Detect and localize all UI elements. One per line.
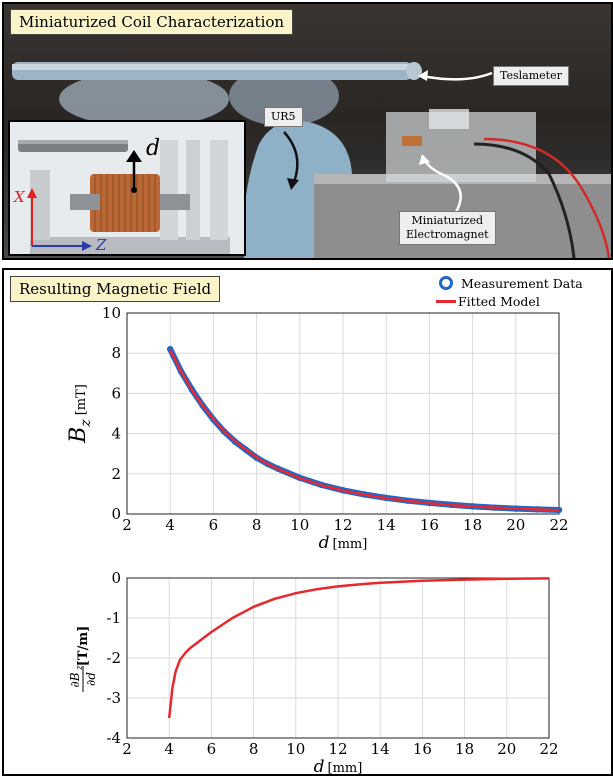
x-tick-label: 6 (209, 516, 219, 534)
x-axis-label-unit: [mm] (333, 537, 368, 552)
x-axis-label-unit: [mm] (328, 761, 363, 774)
photo-title: Miniaturized Coil Characterization (10, 9, 294, 35)
y-tick-label: 10 (102, 304, 121, 322)
x-tick-label: 10 (290, 516, 309, 534)
y-axis-label-sub: z (75, 665, 85, 671)
electromagnet-label: Miniaturized Electromagnet (399, 211, 496, 245)
y-tick-label: -3 (106, 689, 121, 707)
legend-label-fitted: Fitted Model (458, 293, 540, 309)
electromagnet-label-line1: Miniaturized (411, 214, 484, 227)
x-tick-label: 12 (328, 740, 347, 758)
measurement-marker-icon (439, 276, 453, 290)
x-axis-label: d [mm] (319, 533, 368, 553)
y-axis-label: ∂Bz∂d [T/m] (68, 626, 98, 692)
y-axis-label-sub: z (78, 419, 94, 428)
plot-panel: Resulting Magnetic Field Measurement Dat… (2, 268, 613, 776)
x-tick-label: 6 (207, 740, 217, 758)
legend: Measurement Data Fitted Model (436, 274, 612, 310)
plot-frame (126, 312, 560, 515)
fitted-line-icon (436, 299, 456, 303)
measurement-point (210, 416, 217, 423)
y-axis-label-denominator: ∂d (84, 672, 98, 686)
legend-label-measurement: Measurement Data (461, 275, 583, 291)
y-axis-label-var: B (66, 427, 91, 444)
measurement-point (199, 402, 206, 409)
chart-2: 2 4 6 8 10 12 14 16 18 20 22 0 -1 -2 -3 -4 d [mm] ∂Bz∂d [T/… (68, 569, 559, 774)
x-tick-label: 8 (252, 516, 262, 534)
measurement-point (242, 446, 250, 453)
x-tick-label: 2 (122, 516, 132, 534)
y-tick-label: 2 (111, 465, 121, 483)
x-tick-label: 8 (249, 740, 259, 758)
x-tick-label: 18 (455, 740, 474, 758)
photo-panel: Miniaturized Coil Characterization Tesla… (2, 2, 613, 260)
cad-drawing (10, 122, 244, 254)
y-tick-label: 4 (111, 425, 121, 443)
x-tick-label: 16 (420, 516, 439, 534)
y-tick-label: -4 (106, 729, 121, 747)
series-fitted (169, 349, 560, 512)
series-fitted (167, 577, 550, 719)
x-axis-label-var: d (319, 533, 330, 553)
y-axis-label-unit: [T/m] (76, 626, 91, 666)
y-tick-label: -2 (106, 649, 121, 667)
x-tick-label: 22 (539, 740, 558, 758)
inset-distance-label: d (146, 136, 161, 161)
x-axis-label: d [mm] (314, 757, 363, 774)
x-tick-label: 20 (497, 740, 516, 758)
plot-frame (126, 577, 550, 739)
measurement-point (220, 428, 228, 435)
electromagnet-label-line2: Electromagnet (406, 228, 489, 241)
x-tick-label: 22 (549, 516, 568, 534)
x-tick-label: 10 (286, 740, 305, 758)
x-tick-label: 2 (122, 740, 132, 758)
x-tick-label: 16 (413, 740, 432, 758)
x-tick-label: 12 (333, 516, 352, 534)
y-axis-label-numerator: ∂B (68, 672, 82, 687)
y-tick-label: 8 (111, 344, 121, 362)
y-tick-label: 0 (111, 569, 121, 587)
teslameter-label: Teslameter (493, 66, 569, 86)
y-axis-label: Bz [mT] (66, 384, 94, 444)
x-tick-label: 4 (164, 740, 174, 758)
x-tick-label: 14 (377, 516, 396, 534)
cad-inset: d X Z (8, 120, 246, 256)
x-axis-label-var: d (314, 757, 325, 774)
x-tick-label: 18 (463, 516, 482, 534)
series-measurement (167, 346, 562, 513)
plot-panel-title: Resulting Magnetic Field (10, 276, 221, 302)
legend-item-fitted: Fitted Model (436, 292, 612, 310)
y-axis-label-unit: [mT] (74, 384, 89, 415)
inset-x-label: X (14, 188, 25, 206)
x-tick-label: 20 (506, 516, 525, 534)
ur5-label: UR5 (264, 107, 303, 127)
y-tick-label: 6 (111, 384, 121, 402)
x-tick-label: 14 (371, 740, 390, 758)
legend-item-measurement: Measurement Data (436, 274, 612, 292)
y-tick-label: -1 (106, 609, 121, 627)
inset-z-label: Z (96, 236, 107, 254)
x-tick-label: 4 (165, 516, 175, 534)
y-tick-label: 0 (111, 505, 121, 523)
